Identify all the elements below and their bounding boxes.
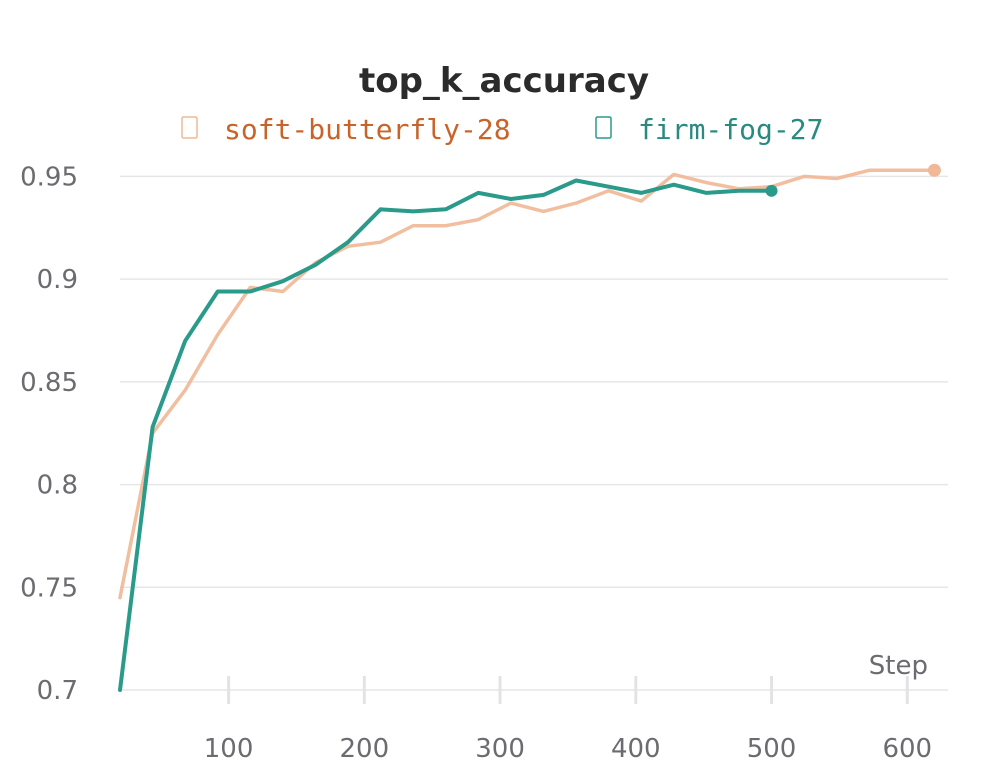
series-line-soft-butterfly-28 bbox=[118, 168, 937, 600]
x-tick-label: 500 bbox=[747, 734, 797, 764]
series-endpoint-firm-fog-27 bbox=[765, 184, 778, 197]
series-endpoint-soft-butterfly-28 bbox=[927, 163, 941, 177]
x-tick-label: 300 bbox=[475, 734, 525, 764]
chart-title: top_k_accuracy bbox=[359, 61, 649, 101]
y-tick-label: 0.75 bbox=[20, 573, 78, 603]
series-line-firm-fog-27 bbox=[118, 178, 774, 692]
gridlines bbox=[120, 175, 948, 691]
y-tick-label: 0.7 bbox=[37, 676, 78, 706]
legend-swatch-soft-butterfly-28 bbox=[181, 116, 198, 139]
y-tick-label: 0.9 bbox=[37, 265, 78, 295]
legend-swatch-firm-fog-27 bbox=[595, 116, 612, 139]
x-tick-label: 600 bbox=[882, 734, 932, 764]
x-tick-label: 100 bbox=[204, 734, 254, 764]
y-tick-label: 0.85 bbox=[20, 368, 78, 398]
legend: soft-butterfly-28 firm-fog-27 bbox=[181, 113, 823, 146]
x-tick-label: 400 bbox=[611, 734, 661, 764]
x-axis-ticks bbox=[227, 676, 909, 704]
y-tick-label: 0.8 bbox=[37, 471, 78, 501]
y-tick-label: 0.95 bbox=[20, 162, 78, 192]
x-axis-tick-labels: 100 200 300 400 500 600 bbox=[204, 734, 932, 764]
series-lines bbox=[118, 163, 941, 692]
y-axis-tick-labels: 0.7 0.75 0.8 0.85 0.9 0.95 bbox=[20, 162, 78, 706]
x-tick-label: 200 bbox=[340, 734, 390, 764]
x-axis-title: Step bbox=[869, 651, 928, 681]
legend-label-firm-fog-27: firm-fog-27 bbox=[638, 113, 823, 146]
legend-label-soft-butterfly-28: soft-butterfly-28 bbox=[224, 113, 511, 146]
